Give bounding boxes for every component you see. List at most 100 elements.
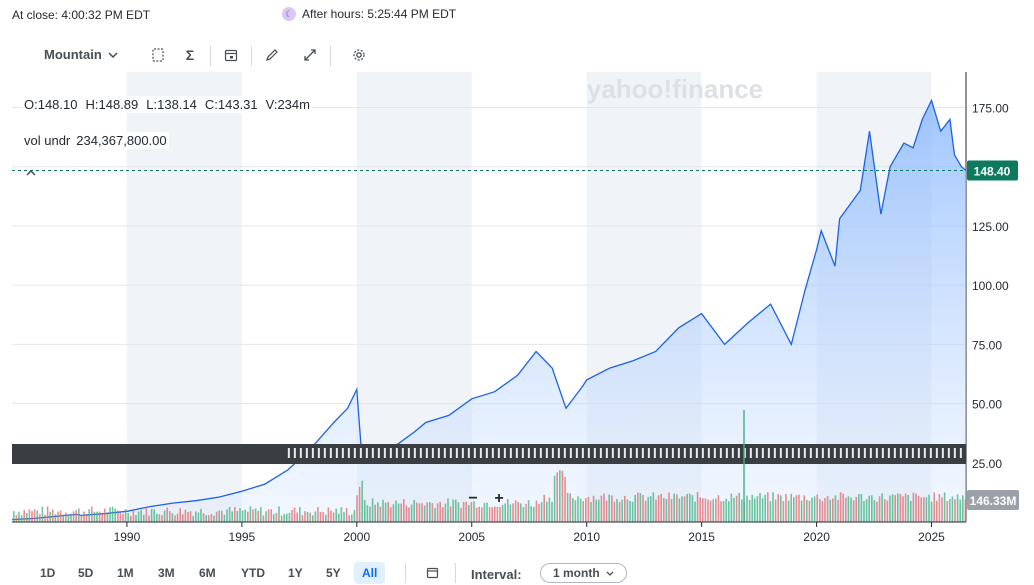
navigator-tick	[851, 448, 854, 458]
volume-bar	[902, 496, 904, 522]
volume-bar	[499, 506, 501, 522]
range-5d[interactable]: 5D	[78, 566, 94, 580]
date-range-button[interactable]	[418, 562, 447, 584]
volume-bar	[52, 509, 54, 522]
navigator-tick	[359, 448, 362, 458]
zoom-out-button[interactable]: −	[468, 490, 478, 507]
navigator-tick	[635, 448, 638, 458]
volume-bar	[681, 496, 683, 522]
volume-bar	[603, 493, 605, 522]
chart-canvas: 175.00150.00125.00100.0075.0050.0025.00y…	[11, 72, 1019, 544]
volume-bar	[543, 494, 545, 522]
volume-bar	[247, 511, 249, 522]
compare-button[interactable]	[147, 44, 169, 66]
range-5y[interactable]: 5Y	[326, 566, 341, 580]
volume-bar	[301, 515, 304, 522]
indicators-button[interactable]: Σ	[179, 44, 201, 66]
events-button[interactable]	[220, 44, 242, 66]
settings-button[interactable]	[348, 44, 370, 66]
volume-bar	[652, 492, 655, 522]
volume-bar	[668, 492, 670, 522]
price-chart[interactable]: 175.00150.00125.00100.0075.0050.0025.00y…	[0, 72, 1034, 552]
draw-button[interactable]	[261, 44, 283, 66]
indicators-icon: Σ	[185, 47, 195, 63]
volume-bar	[806, 499, 808, 522]
volume-bar	[512, 503, 514, 522]
volume-bar	[592, 495, 595, 522]
after-hours-text: After hours: 5:25:44 PM EDT	[302, 7, 457, 21]
volume-bar	[800, 500, 803, 522]
volume-value: V:234m	[265, 97, 310, 112]
volume-bar	[234, 507, 236, 522]
navigator-tick	[401, 448, 404, 458]
volume-bar	[941, 497, 943, 522]
navigator-tick	[929, 448, 932, 458]
range-1m[interactable]: 1M	[117, 566, 134, 580]
volume-bar	[23, 510, 25, 522]
volume-bar	[434, 507, 436, 522]
navigator-tick	[323, 448, 326, 458]
range-6m[interactable]: 6M	[199, 566, 216, 580]
volume-bar	[655, 499, 657, 522]
volume-bar	[486, 502, 488, 522]
volume-bar	[304, 511, 306, 522]
volume-bar	[15, 514, 18, 522]
range-all[interactable]: All	[354, 562, 386, 584]
chart-type-dropdown[interactable]: Mountain	[44, 47, 118, 62]
navigator-tick	[863, 448, 866, 458]
volume-bar	[413, 499, 415, 522]
range-ytd[interactable]: YTD	[241, 566, 265, 580]
volume-bar	[377, 502, 379, 522]
chart-toolbar: Mountain Σ	[0, 38, 1034, 72]
volume-bar	[254, 508, 257, 522]
price-badge-text: 148.40	[974, 165, 1011, 179]
volume-bar	[881, 493, 883, 522]
volume-bar	[494, 506, 496, 522]
range-3m[interactable]: 3M	[158, 566, 175, 580]
interval-dropdown[interactable]: 1 month	[540, 563, 627, 583]
fullscreen-button[interactable]	[299, 44, 321, 66]
navigator-tick	[893, 448, 896, 458]
volume-bar	[296, 512, 298, 522]
volume-bar	[338, 513, 340, 522]
navigator-tick	[785, 448, 788, 458]
volume-bar	[824, 498, 826, 522]
volume-bar	[286, 513, 288, 522]
navigator-tick	[461, 448, 464, 458]
volume-bar	[624, 495, 626, 522]
navigator-tick	[953, 448, 956, 458]
y-tick-label: 175.00	[972, 102, 1009, 116]
volume-bar	[777, 494, 779, 522]
volume-bar	[964, 499, 967, 522]
volume-bar	[13, 511, 15, 522]
volume-bar	[135, 515, 137, 522]
navigator-tick	[761, 448, 764, 458]
volume-bar	[686, 493, 688, 522]
collapse-legend-button[interactable]	[26, 165, 36, 179]
volume-bar	[179, 508, 181, 522]
volume-bar	[754, 498, 756, 522]
volume-bar	[309, 512, 311, 522]
zoom-in-button[interactable]: +	[494, 490, 504, 507]
x-tick-label: 2015	[688, 530, 715, 544]
volume-bar	[821, 500, 824, 522]
navigator-tick	[563, 448, 566, 458]
range-1d[interactable]: 1D	[40, 566, 56, 580]
volume-bar	[787, 500, 790, 522]
navigator-tick	[443, 448, 446, 458]
volume-bar	[374, 504, 376, 522]
volume-bar	[795, 495, 798, 522]
navigator-tick	[437, 448, 440, 458]
volume-bar	[93, 511, 96, 522]
volume-bar	[699, 497, 701, 522]
moon-icon: ☾	[282, 7, 296, 21]
volume-bar	[785, 494, 787, 522]
volume-bar	[114, 508, 116, 522]
volume-bar	[673, 493, 675, 522]
range-1y[interactable]: 1Y	[288, 566, 303, 580]
navigator-tick	[821, 448, 824, 458]
navigator-tick	[947, 448, 950, 458]
volume-indicator-legend[interactable]: vol undr 234,367,800.00	[22, 132, 169, 149]
navigator-tick	[353, 448, 356, 458]
volume-bar	[730, 493, 733, 522]
